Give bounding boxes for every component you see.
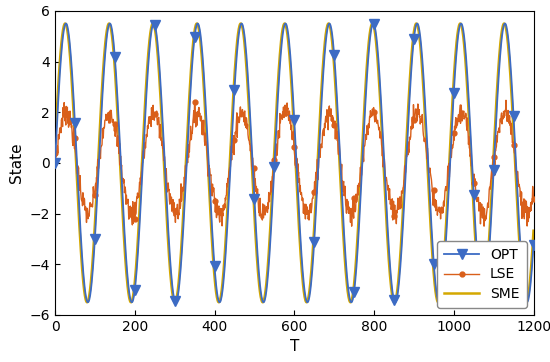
OPT bbox=[202, 104, 209, 109]
OPT bbox=[210, 247, 217, 251]
SME bbox=[347, 300, 354, 304]
LSE bbox=[52, 151, 58, 156]
SME bbox=[52, 144, 58, 148]
OPT bbox=[52, 161, 58, 165]
OPT bbox=[353, 269, 359, 274]
SME bbox=[419, 75, 426, 79]
LSE bbox=[419, 112, 426, 117]
OPT bbox=[419, 62, 426, 66]
Y-axis label: State: State bbox=[9, 143, 24, 183]
SME bbox=[161, 168, 168, 172]
OPT bbox=[370, 21, 377, 26]
Line: LSE: LSE bbox=[53, 98, 536, 228]
LSE bbox=[530, 197, 537, 201]
LSE bbox=[370, 110, 376, 114]
OPT bbox=[161, 151, 168, 155]
LSE bbox=[503, 98, 509, 102]
SME bbox=[325, 21, 332, 26]
Line: OPT: OPT bbox=[50, 19, 538, 307]
OPT bbox=[282, 21, 289, 26]
LSE bbox=[202, 140, 209, 144]
SME bbox=[530, 228, 537, 233]
LSE bbox=[348, 224, 355, 228]
SME bbox=[202, 120, 209, 124]
OPT bbox=[304, 300, 311, 304]
SME bbox=[370, 22, 377, 26]
LSE bbox=[161, 154, 168, 158]
SME bbox=[353, 258, 359, 262]
LSE bbox=[210, 189, 217, 194]
LSE bbox=[353, 207, 359, 212]
X-axis label: T: T bbox=[289, 339, 299, 354]
Legend: OPT, LSE, SME: OPT, LSE, SME bbox=[437, 241, 526, 308]
Line: SME: SME bbox=[55, 24, 534, 302]
SME bbox=[210, 260, 217, 264]
OPT bbox=[530, 243, 537, 247]
